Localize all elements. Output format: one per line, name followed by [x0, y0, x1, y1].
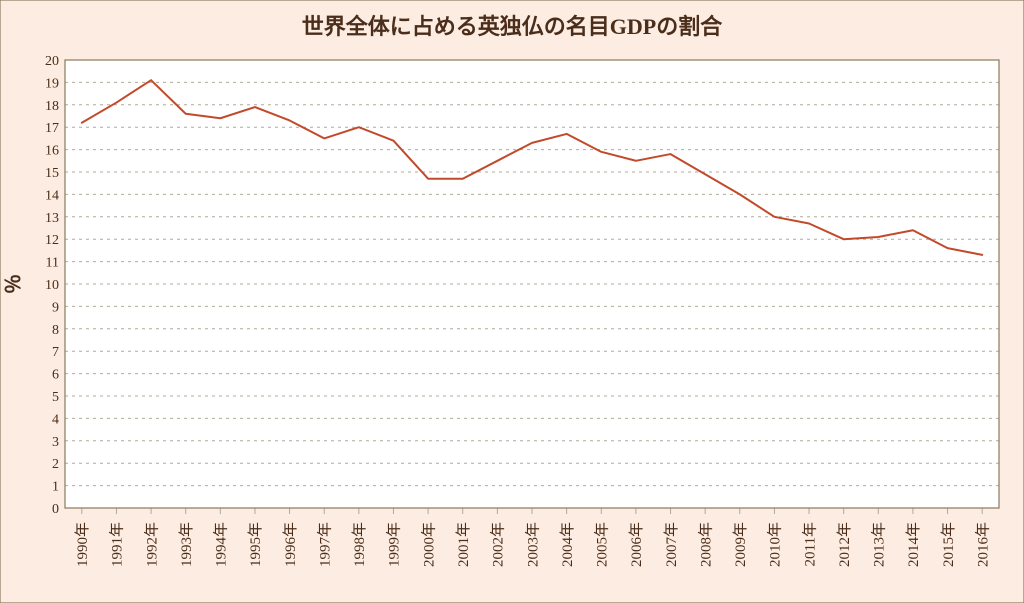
x-tick-label: 2003年 [524, 522, 541, 567]
y-tick-label: 13 [45, 211, 59, 226]
x-tick-label: 2014年 [905, 522, 922, 567]
x-tick-label: 2001年 [455, 522, 472, 567]
x-tick-label: 2012年 [836, 522, 853, 567]
y-tick-label: 9 [52, 300, 59, 315]
x-tick-label: 1992年 [143, 522, 160, 567]
y-tick-label: 14 [45, 188, 59, 203]
y-tick-label: 12 [45, 233, 59, 248]
x-tick-label: 1994年 [213, 522, 230, 567]
y-tick-label: 5 [52, 390, 59, 405]
x-tick-label: 1996年 [282, 522, 299, 567]
chart-title: 世界全体に占める英独仏の名目GDPの割合 [302, 14, 723, 39]
x-tick-label: 2010年 [767, 522, 784, 567]
x-tick-label: 2007年 [663, 522, 680, 567]
y-tick-label: 15 [45, 166, 59, 181]
y-tick-label: 19 [45, 76, 59, 91]
y-tick-label: 20 [45, 54, 59, 69]
y-tick-label: 10 [45, 278, 59, 293]
x-tick-label: 2013年 [871, 522, 888, 567]
y-tick-label: 8 [52, 323, 59, 338]
y-tick-label: 17 [45, 121, 59, 136]
x-tick-label: 2009年 [732, 522, 749, 567]
x-tick-label: 2006年 [628, 522, 645, 567]
x-tick-label: 2011年 [801, 522, 818, 566]
gdp-share-chart: 012345678910111213141516171819201990年199… [0, 0, 1024, 603]
x-tick-label: 2016年 [974, 522, 991, 567]
y-tick-label: 11 [46, 256, 59, 271]
x-tick-label: 2005年 [594, 522, 611, 567]
x-tick-label: 2004年 [559, 522, 576, 567]
y-tick-label: 2 [52, 457, 59, 472]
y-tick-label: 4 [52, 412, 59, 427]
y-tick-label: 18 [45, 99, 59, 114]
y-tick-label: 6 [52, 368, 59, 383]
y-tick-label: 16 [45, 144, 59, 159]
x-tick-label: 2002年 [490, 522, 507, 567]
x-tick-label: 1999年 [386, 522, 403, 567]
y-tick-label: 0 [52, 502, 59, 517]
x-tick-label: 1990年 [74, 522, 91, 567]
x-tick-label: 2015年 [940, 522, 957, 567]
x-tick-label: 2000年 [420, 522, 437, 567]
x-tick-label: 1991年 [109, 522, 126, 567]
x-tick-label: 1993年 [178, 522, 195, 567]
y-tick-label: 1 [52, 480, 59, 495]
x-tick-label: 2008年 [697, 522, 714, 567]
y-tick-label: 3 [52, 435, 59, 450]
y-axis-label: ％ [3, 274, 25, 294]
x-tick-label: 1998年 [351, 522, 368, 567]
x-tick-label: 1997年 [316, 522, 333, 567]
x-tick-label: 1995年 [247, 522, 264, 567]
y-tick-label: 7 [52, 345, 59, 360]
